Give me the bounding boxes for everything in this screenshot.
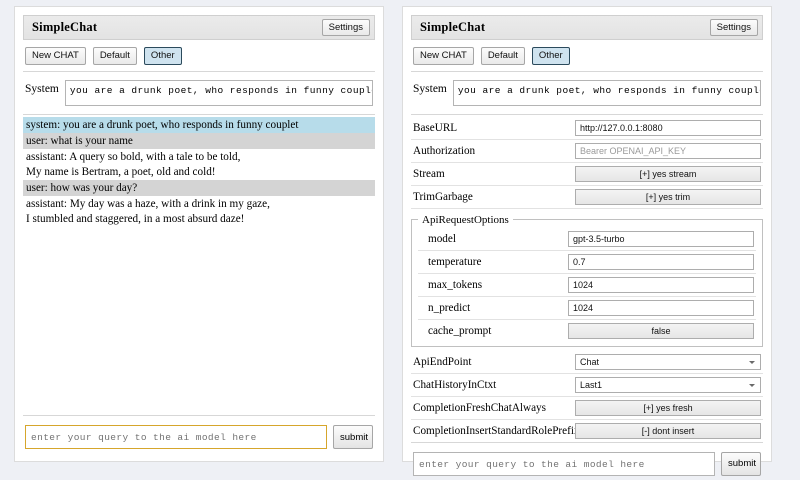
setting-row-baseurl: BaseURL http://127.0.0.1:8080 <box>411 117 763 140</box>
query-footer-right: enter your query to the ai model here su… <box>411 441 763 478</box>
stream-toggle[interactable]: [+] yes stream <box>575 165 761 182</box>
chat-message-assistant: assistant: A query so bold, with a tale … <box>23 149 375 180</box>
chat-log: system: you are a drunk poet, who respon… <box>23 115 375 415</box>
divider <box>411 70 763 72</box>
session-tab-other[interactable]: Other <box>143 47 182 65</box>
completionfreshchatalways-toggle[interactable]: [+] yes fresh <box>575 399 761 416</box>
chat-message-system: system: you are a drunk poet, who respon… <box>23 116 375 134</box>
settings-panel: SimpleChat Settings New CHAT Default Oth… <box>402 6 772 476</box>
new-chat-button[interactable]: New CHAT <box>413 47 474 65</box>
setting-row-completioninsertstandardroleprefix: CompletionInsertStandardRolePrefix [-] d… <box>411 420 763 442</box>
authorization-input[interactable]: Bearer OPENAI_API_KEY <box>575 142 761 159</box>
settings-button[interactable]: Settings <box>321 19 370 37</box>
new-chat-button[interactable]: New CHAT <box>25 47 86 65</box>
system-prompt-label: System <box>413 82 447 95</box>
model-input[interactable]: gpt-3.5-turbo <box>568 230 754 247</box>
setting-row-cache-prompt: cache_prompt false <box>418 320 756 342</box>
chat-message-user: user: how was your day? <box>23 180 375 197</box>
titlebar-right: SimpleChat Settings <box>411 15 763 41</box>
system-prompt-input[interactable]: you are a drunk poet, who responds in fu… <box>64 79 373 106</box>
max-tokens-input[interactable]: 1024 <box>568 276 754 293</box>
chat-session-toolbar-right: New CHAT Default Other <box>411 40 763 70</box>
settings-list: BaseURL http://127.0.0.1:8080 Authorizat… <box>411 115 763 442</box>
setting-row-max-tokens: max_tokens 1024 <box>418 274 756 297</box>
app-root: SimpleChat Settings New CHAT Default Oth… <box>14 6 772 476</box>
setting-label: n_predict <box>428 301 471 314</box>
query-footer-left: enter your query to the ai model here su… <box>23 415 375 451</box>
setting-row-apiendpoint: ApiEndPoint Chat <box>411 351 763 374</box>
completioninsertstandardroleprefix-toggle[interactable]: [-] dont insert <box>575 422 761 439</box>
assistant-line-1: assistant: My day was a haze, with a dri… <box>26 198 270 211</box>
divider <box>23 415 375 416</box>
setting-label: ChatHistoryInCtxt <box>413 378 497 391</box>
setting-row-stream: Stream [+] yes stream <box>411 163 763 186</box>
setting-label: CompletionInsertStandardRolePrefix <box>413 424 580 437</box>
setting-label: cache_prompt <box>428 324 492 337</box>
setting-label: model <box>428 232 456 245</box>
settings-button[interactable]: Settings <box>709 19 758 37</box>
divider <box>23 113 375 115</box>
chat-message-assistant: assistant: My day was a haze, with a dri… <box>23 196 375 227</box>
query-row: enter your query to the ai model here su… <box>23 416 375 451</box>
query-input[interactable]: enter your query to the ai model here <box>413 451 715 476</box>
n-predict-input[interactable]: 1024 <box>568 299 754 316</box>
divider <box>411 441 763 443</box>
setting-row-completionfreshchatalways: CompletionFreshChatAlways [+] yes fresh <box>411 397 763 420</box>
query-input[interactable]: enter your query to the ai model here <box>25 425 327 449</box>
baseurl-input[interactable]: http://127.0.0.1:8080 <box>575 119 761 136</box>
setting-row-model: model gpt-3.5-turbo <box>418 228 756 251</box>
system-prompt-label: System <box>25 82 59 95</box>
setting-label: temperature <box>428 255 482 268</box>
apiendpoint-select[interactable]: Chat <box>575 353 761 370</box>
setting-label: BaseURL <box>413 121 458 134</box>
chat-message-user: user: what is your name <box>23 133 375 150</box>
setting-row-n-predict: n_predict 1024 <box>418 297 756 320</box>
chathistoryinctxt-select[interactable]: Last1 <box>575 376 761 393</box>
chat-session-toolbar-left: New CHAT Default Other <box>23 40 375 70</box>
chat-panel: SimpleChat Settings New CHAT Default Oth… <box>14 6 384 462</box>
temperature-input[interactable]: 0.7 <box>568 253 754 270</box>
setting-label: max_tokens <box>428 278 483 291</box>
submit-button[interactable]: submit <box>333 425 373 449</box>
query-row: enter your query to the ai model here su… <box>411 443 763 478</box>
assistant-line-2: My name is Bertram, a poet, old and cold… <box>26 165 216 178</box>
page-title: SimpleChat <box>420 20 486 35</box>
page-title: SimpleChat <box>32 20 98 35</box>
setting-row-temperature: temperature 0.7 <box>418 251 756 274</box>
session-tab-default[interactable]: Default <box>480 47 525 65</box>
trimgarbage-toggle[interactable]: [+] yes trim <box>575 188 761 205</box>
setting-label: Stream <box>413 167 445 180</box>
session-tab-default[interactable]: Default <box>92 47 137 65</box>
setting-row-authorization: Authorization Bearer OPENAI_API_KEY <box>411 140 763 163</box>
titlebar-left: SimpleChat Settings <box>23 15 375 41</box>
setting-label: CompletionFreshChatAlways <box>413 401 546 414</box>
api-request-options-group: ApiRequestOptions model gpt-3.5-turbo te… <box>411 213 763 347</box>
setting-row-trimgarbage: TrimGarbage [+] yes trim <box>411 186 763 209</box>
setting-label: TrimGarbage <box>413 190 473 203</box>
setting-row-chathistoryinctxt: ChatHistoryInCtxt Last1 <box>411 374 763 397</box>
session-tab-other[interactable]: Other <box>531 47 570 65</box>
setting-label: ApiEndPoint <box>413 355 472 368</box>
cache-prompt-toggle[interactable]: false <box>568 322 754 339</box>
setting-label: Authorization <box>413 144 476 157</box>
system-prompt-row-right: System you are a drunk poet, who respond… <box>411 72 763 114</box>
assistant-line-1: assistant: A query so bold, with a tale … <box>26 151 241 164</box>
divider <box>23 70 375 72</box>
divider <box>411 113 763 115</box>
system-prompt-input[interactable]: you are a drunk poet, who responds in fu… <box>452 79 761 106</box>
submit-button[interactable]: submit <box>721 451 761 476</box>
assistant-line-2: I stumbled and staggered, in a most absu… <box>26 212 245 225</box>
group-legend: ApiRequestOptions <box>422 213 509 226</box>
system-prompt-row-left: System you are a drunk poet, who respond… <box>23 72 375 114</box>
